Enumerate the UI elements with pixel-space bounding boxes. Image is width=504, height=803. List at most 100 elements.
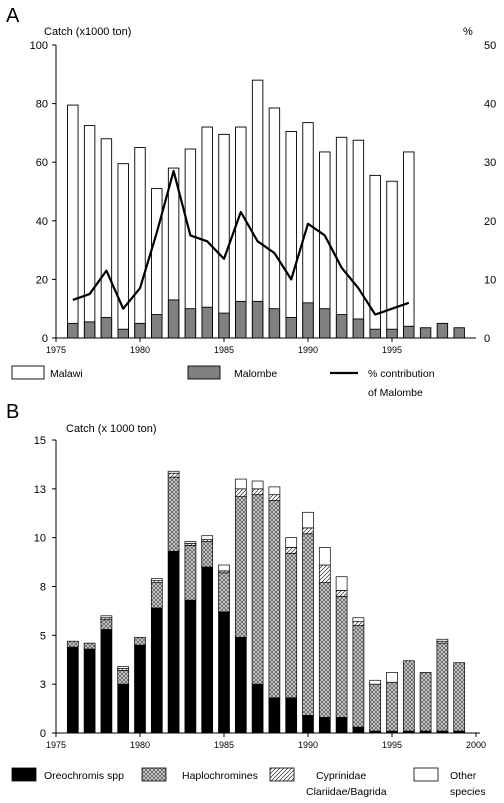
- oreochromis-segment: [302, 715, 314, 734]
- haplochromines-segment: [335, 595, 348, 718]
- panel-b-xtick-label: 1980: [130, 740, 150, 750]
- legend-percent-label-2: of Malombe: [368, 387, 423, 399]
- panel-a-bars: [67, 79, 465, 339]
- haplochromines-segment: [66, 640, 79, 648]
- cyprinidae-segment: [234, 488, 247, 497]
- legend-cyprinidae-swatch: [269, 767, 295, 782]
- haplochromines-segment: [302, 533, 314, 716]
- panel-b-xtick-label: 2000: [466, 740, 486, 750]
- panel-a-letter: A: [6, 5, 20, 27]
- haplochromines-segment: [184, 545, 197, 601]
- panel-a-ytick-left-label: 80: [36, 99, 48, 111]
- malombe-bar: [285, 317, 297, 339]
- malombe-bar: [117, 328, 129, 339]
- panel-a-ytick-left-label: 40: [36, 216, 48, 228]
- panel-b-ytick-label: 13: [34, 484, 46, 496]
- malombe-bar: [251, 300, 264, 339]
- malombe-bar: [167, 299, 180, 339]
- malawi-bar: [201, 126, 213, 339]
- malombe-bar: [134, 322, 146, 339]
- legend-other-label-2: species: [450, 786, 486, 798]
- legend-malombe-swatch: [187, 365, 221, 380]
- malawi-bar: [386, 180, 398, 339]
- haplochromines-segment: [100, 619, 113, 630]
- malawi-bar: [134, 147, 146, 339]
- haplochromines-segment: [352, 625, 365, 728]
- cyprinidae-segment: [167, 472, 180, 478]
- other-species-segment: [268, 486, 281, 496]
- malombe-bar: [453, 327, 465, 339]
- malombe-bar: [352, 318, 365, 339]
- legend-other-label-1: Other: [450, 770, 477, 782]
- haplochromines-segment: [402, 660, 415, 732]
- legend-malawi-label: Malawi: [50, 368, 83, 380]
- legend-oreochromis-label: Oreochromis spp: [44, 770, 124, 782]
- other-species-segment: [117, 666, 130, 669]
- cyprinidae-segment: [335, 590, 348, 597]
- haplochromines-segment: [167, 476, 180, 552]
- haplochromines-segment: [453, 662, 466, 732]
- haplochromines-segment: [150, 582, 163, 609]
- malombe-bar: [386, 328, 398, 339]
- panel-a-axes: 0 20 40 60 80 100 0 10 20 30 40 50 1975 1980 1985 1990 1…: [30, 40, 497, 355]
- malawi-bar: [251, 79, 264, 339]
- panel-a-xtick-label: 1990: [298, 345, 318, 355]
- malombe-bar: [369, 328, 381, 339]
- malawi-bar: [268, 107, 281, 339]
- panel-a-line: [72, 169, 410, 316]
- malawi-bar: [67, 104, 79, 339]
- panel-b-ytick-label: 3: [40, 679, 46, 691]
- oreochromis-segment: [285, 697, 298, 734]
- haplochromines-segment: [369, 683, 382, 732]
- malawi-bar: [100, 138, 113, 339]
- oreochromis-segment: [352, 726, 365, 734]
- malombe-bar: [403, 325, 415, 339]
- panel-b-xtick-label: 1990: [298, 740, 318, 750]
- other-species-segment: [302, 511, 314, 529]
- malawi-bar: [335, 136, 348, 339]
- legend-malawi-swatch: [11, 365, 45, 380]
- haplochromines-segment: [83, 642, 96, 650]
- other-species-segment: [369, 679, 382, 685]
- panel-b-xtick-label: 1985: [214, 740, 234, 750]
- haplochromines-segment: [419, 672, 432, 732]
- panel-a-ylabel-right: %: [463, 26, 473, 38]
- malombe-bar: [436, 322, 449, 339]
- legend-malombe-label: Malombe: [234, 368, 277, 380]
- other-species-segment: [285, 537, 298, 548]
- oreochromis-segment: [100, 629, 113, 734]
- cyprinidae-segment: [318, 564, 331, 583]
- panel-a-xtick-label: 1980: [130, 345, 150, 355]
- legend-oreochromis-swatch: [11, 767, 37, 782]
- panel-b-xtick-label: 1995: [382, 740, 402, 750]
- malawi-bar: [83, 125, 96, 339]
- oreochromis-segment: [184, 599, 197, 734]
- cyprinidae-segment: [285, 547, 298, 554]
- panel-a-xtick-label: 1975: [46, 345, 66, 355]
- oreochromis-segment: [83, 648, 96, 734]
- malombe-bar: [67, 322, 79, 339]
- cyprinidae-segment: [302, 527, 314, 535]
- panel-a-ytick-right-label: 40: [484, 99, 496, 111]
- malombe-bar: [302, 302, 314, 339]
- malombe-bar: [100, 317, 113, 339]
- legend-cyprinidae-label-1: Cyprinidae: [316, 770, 366, 782]
- malombe-bar: [335, 314, 348, 339]
- other-species-segment: [335, 576, 348, 591]
- other-species-segment: [386, 672, 398, 683]
- panel-b-ytick-label: 5: [40, 630, 46, 642]
- panel-a-ytick-right-label: 20: [484, 216, 496, 228]
- panel-b-ytick-label: 0: [40, 728, 46, 740]
- other-species-segment: [100, 615, 113, 619]
- haplochromines-segment: [251, 494, 264, 685]
- haplochromines-segment: [285, 552, 298, 699]
- malawi-bar: [117, 163, 129, 339]
- legend-haplochromines-label: Haplochromines: [182, 770, 258, 782]
- panel-a-ytick-left-label: 100: [30, 40, 48, 52]
- malombe-bar: [218, 312, 230, 339]
- oreochromis-segment: [117, 683, 130, 734]
- malawi-bar: [218, 133, 230, 339]
- oreochromis-segment: [335, 717, 348, 734]
- panel-a-ytick-left-label: 20: [36, 274, 48, 286]
- panel-a-ytick-right-label: 0: [484, 333, 490, 345]
